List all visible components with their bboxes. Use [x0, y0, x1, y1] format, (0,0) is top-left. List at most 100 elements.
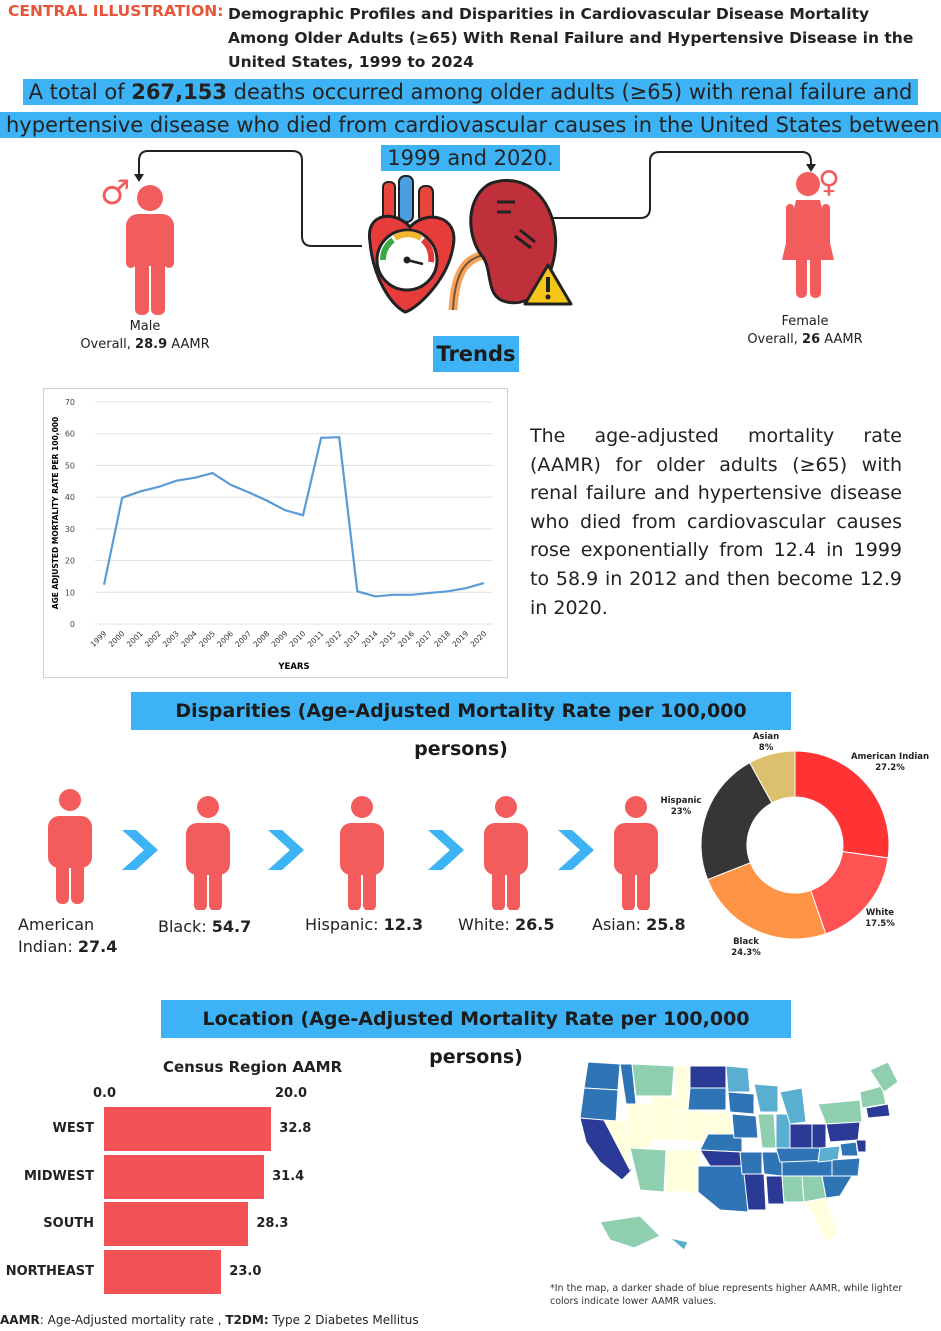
male-label-block: Male Overall, 28.9 AAMR: [60, 318, 230, 354]
trends-title: Trends: [433, 336, 519, 372]
pie-value: 24.3%: [731, 948, 761, 958]
y-tick-label: 20: [65, 557, 75, 566]
y-tick-label: 50: [65, 461, 75, 470]
person-icon-black: [186, 796, 230, 910]
map-note: *In the map, a darker shade of blue repr…: [550, 1283, 903, 1307]
heart-icon: [368, 175, 456, 314]
group-value: 54.7: [211, 917, 252, 936]
pie-label-american-indian: American Indian 27.2%: [848, 752, 932, 774]
banner-post: deaths occurred among older adults (≥65)…: [6, 80, 940, 170]
y-tick-label: 40: [65, 493, 75, 502]
connector-lines: [134, 150, 816, 247]
person-icon-american-indian: [48, 789, 92, 904]
bar-value-label: 31.4: [272, 1168, 305, 1184]
total-deaths-banner: A total of 267,153 deaths occurred among…: [0, 76, 941, 175]
chevron-right-icon-1: [122, 830, 158, 870]
male-figure-icon: [126, 185, 174, 315]
slice-asian: [749, 750, 796, 804]
chevron-right-icon-4: [558, 830, 594, 870]
group-american-indian: American Indian: 27.4: [18, 914, 128, 958]
group-name: Asian:: [592, 915, 642, 934]
pie-label-white: White 17.5%: [850, 908, 910, 930]
y-tick-label: 60: [65, 430, 75, 439]
trend-description: The age-adjusted mortality rate (AAMR) f…: [530, 425, 902, 619]
group-name: American Indian:: [18, 915, 95, 956]
group-name: Hispanic:: [305, 915, 379, 934]
bar-category-label: NORTHEAST: [5, 1263, 94, 1279]
female-unit: AAMR: [824, 332, 863, 347]
female-prefix: Overall,: [747, 332, 798, 347]
male-unit: AAMR: [171, 337, 210, 352]
group-hispanic: Hispanic: 12.3: [305, 914, 423, 936]
male-symbol-icon: ♂: [100, 173, 131, 213]
bar-value-label: 23.0: [229, 1263, 262, 1279]
census-chart-title: Census Region AAMR: [163, 1058, 343, 1076]
pie-value: 27.2%: [875, 763, 905, 773]
banner-pre: A total of: [28, 80, 132, 104]
header-label: CENTRAL ILLUSTRATION:: [8, 2, 224, 20]
chevron-right-icon-3: [428, 830, 464, 870]
race-donut-chart: [700, 750, 890, 940]
group-value: 27.4: [77, 937, 118, 956]
slice-black: [706, 862, 827, 940]
pie-category: White: [865, 908, 895, 918]
pie-label-black: Black 24.3%: [716, 937, 776, 959]
pie-category: Asian: [752, 732, 780, 742]
group-name: Black:: [158, 917, 207, 936]
pie-label-hispanic: Hispanic 23%: [651, 796, 711, 818]
female-label: Female: [781, 314, 829, 329]
group-black: Black: 54.7: [158, 916, 251, 938]
bar-northeast: [104, 1249, 222, 1294]
male-aamr: 28.9: [135, 337, 168, 352]
pie-category: Black: [733, 937, 759, 947]
banner-count: 267,153: [131, 80, 227, 104]
group-white: White: 26.5: [458, 914, 555, 936]
pie-label-asian: Asian 8%: [736, 732, 796, 754]
person-icon-asian: [614, 796, 658, 910]
footer-t2dm-key: T2DM:: [225, 1313, 269, 1327]
footer-aamr-def: : Age-Adjusted mortality rate ,: [39, 1313, 222, 1327]
group-name: White:: [458, 915, 510, 934]
bar-value-label: 28.3: [256, 1216, 289, 1231]
disparity-figures: [48, 789, 658, 910]
footer: AAMR: Age-Adjusted mortality rate , T2DM…: [0, 1313, 419, 1327]
person-icon-hispanic: [340, 796, 384, 910]
census-bar-chart: WEST 32.8 MIDWEST 31.4 SOUTH 28.3 NORTHEAST 23.…: [0, 1100, 470, 1300]
x-axis-label: YEARS: [277, 662, 309, 672]
bar-value-label: 32.8: [279, 1121, 312, 1136]
y-tick-label: 10: [65, 588, 75, 597]
footer-t2dm-def: Type 2 Diabetes Mellitus: [268, 1313, 419, 1327]
male-prefix: Overall,: [80, 337, 131, 352]
y-axis-label: AGE ADJUSTED MORTALITY RATE PER 100,000: [51, 417, 60, 609]
y-tick-label: 0: [70, 620, 75, 629]
kidney-icon: [448, 179, 558, 311]
bar-category-label: WEST: [52, 1121, 94, 1136]
location-title: Location (Age-Adjusted Mortality Rate pe…: [161, 1000, 791, 1068]
pie-value: 17.5%: [865, 919, 895, 929]
disparities-title: Disparities (Age-Adjusted Mortality Rate…: [131, 692, 791, 760]
female-figure-icon: [782, 172, 834, 298]
x-tick-0: 0.0: [93, 1086, 117, 1101]
chevron-right-icon-2: [268, 830, 304, 870]
pie-category: American Indian: [850, 752, 930, 762]
y-tick-label: 70: [65, 398, 75, 407]
footer-aamr-key: AAMR: [0, 1313, 40, 1327]
slice-american-indian: [794, 750, 890, 859]
warning-icon: [523, 263, 573, 306]
heart-kidney-illustration: [368, 175, 573, 314]
page-title: Demographic Profiles and Disparities in …: [228, 5, 914, 71]
group-asian: Asian: 25.8: [592, 914, 686, 936]
pie-value: 23%: [670, 807, 692, 817]
pie-value: 8%: [758, 743, 774, 753]
group-value: 25.8: [646, 915, 686, 934]
trend-line-chart: 0102030405060701999200020012002200320042…: [43, 388, 508, 678]
bar-category-label: SOUTH: [43, 1216, 94, 1231]
person-icon-white: [484, 796, 528, 910]
group-value: 12.3: [383, 915, 424, 934]
female-label-block: Female Overall, 26 AAMR: [720, 313, 890, 349]
bar-category-label: MIDWEST: [23, 1168, 94, 1184]
bar-midwest: [104, 1154, 265, 1199]
x-tick-20: 20.0: [275, 1086, 308, 1101]
bar-west: [104, 1107, 272, 1151]
male-label: Male: [129, 319, 161, 334]
